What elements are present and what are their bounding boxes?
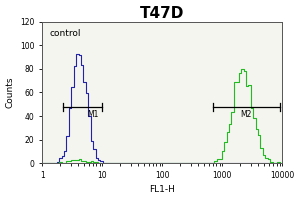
Title: T47D: T47D bbox=[140, 6, 184, 21]
X-axis label: FL1-H: FL1-H bbox=[149, 185, 175, 194]
Text: control: control bbox=[49, 29, 81, 38]
Text: M2: M2 bbox=[241, 110, 252, 119]
Text: M1: M1 bbox=[87, 110, 99, 119]
Y-axis label: Counts: Counts bbox=[6, 77, 15, 108]
